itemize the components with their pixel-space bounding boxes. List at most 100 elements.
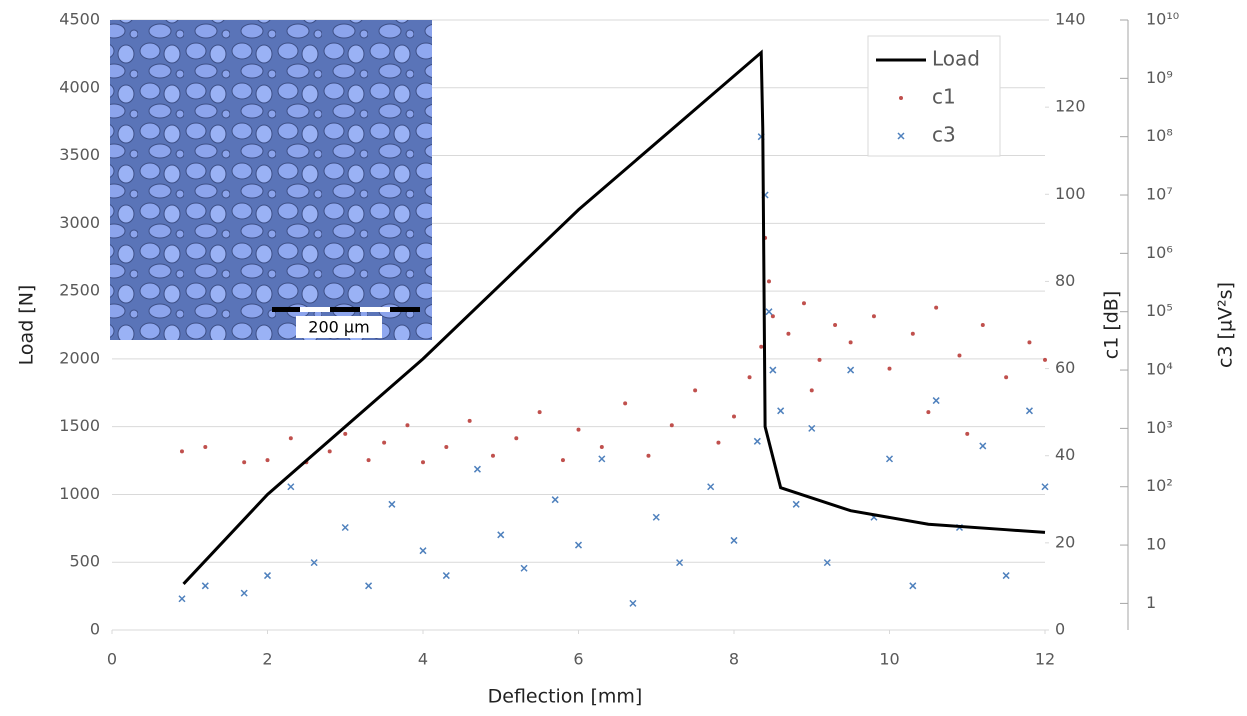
c3-point — [574, 541, 583, 549]
c3-point — [598, 455, 606, 463]
c3-point — [777, 407, 785, 415]
c3-point — [1002, 572, 1010, 580]
x-tick-label: 0 — [107, 650, 117, 669]
c3-point — [263, 572, 272, 580]
c1-point — [848, 340, 853, 345]
c3-point — [287, 483, 295, 491]
y3-tick-label: 10⁹ — [1146, 68, 1173, 87]
x-tick-label: 8 — [729, 650, 739, 669]
c1-point — [980, 323, 985, 327]
inset-image: 200 µm — [110, 20, 432, 340]
y-tick-label: 4500 — [59, 10, 100, 29]
c1-point — [421, 460, 425, 465]
c3-point — [792, 500, 800, 508]
c1-point — [623, 401, 628, 406]
x-tick-label: 4 — [418, 650, 428, 669]
c1-point — [770, 314, 775, 319]
c1-point — [514, 436, 519, 441]
c3-point — [178, 595, 186, 603]
c1-point — [669, 423, 674, 428]
c1-point — [766, 279, 771, 284]
c1-point — [405, 423, 410, 428]
c3-point — [240, 589, 248, 597]
y2-tick-label: 40 — [1055, 445, 1075, 464]
y-tick-label: 0 — [90, 620, 100, 639]
y3-axis-title: c3 [µV²s] — [1215, 282, 1237, 368]
c1-point — [242, 460, 247, 465]
c3-point — [473, 465, 481, 473]
c3-point — [707, 483, 715, 491]
c1-point — [343, 431, 348, 436]
x-tick-label: 12 — [1035, 650, 1055, 669]
c1-point — [537, 410, 542, 415]
c1-point — [759, 344, 764, 349]
c3-point — [932, 397, 940, 405]
c3-point — [847, 366, 855, 374]
legend-label: c3 — [932, 123, 956, 147]
y-tick-label: 1500 — [59, 416, 100, 435]
y2-tick-label: 20 — [1055, 532, 1075, 551]
y3-tick-label: 10² — [1146, 476, 1173, 495]
y3-tick-label: 10¹⁰ — [1146, 10, 1179, 29]
c3-point — [419, 547, 427, 555]
c3-point — [551, 496, 559, 504]
legend: Load c1 c3 — [867, 35, 1001, 157]
x-axis-title: Deflection [mm] — [488, 686, 643, 708]
y2-tick-label: 100 — [1055, 184, 1086, 203]
y-tick-label: 4000 — [59, 77, 100, 96]
c1-point — [576, 427, 581, 432]
y-tick-label: 3000 — [59, 213, 100, 232]
c1-point — [965, 431, 970, 436]
c1-point — [1004, 375, 1009, 380]
c1-point — [957, 353, 962, 358]
y3-tick-label: 10⁵ — [1146, 301, 1173, 320]
c1-point — [646, 453, 651, 458]
c1-point — [179, 449, 184, 454]
c1-point — [1027, 340, 1032, 345]
c1-point — [490, 453, 495, 458]
legend-swatch — [897, 132, 905, 140]
c1-point — [444, 445, 449, 449]
y3-tick-label: 10⁸ — [1146, 126, 1173, 145]
c1-point — [817, 357, 822, 362]
c1-point — [934, 305, 939, 310]
scale-label-bg — [296, 316, 382, 338]
c3-point — [388, 500, 396, 508]
c1-point — [801, 301, 806, 306]
y2-tick-label: 140 — [1055, 10, 1086, 29]
c1-point — [887, 366, 892, 371]
c1-point — [693, 388, 698, 393]
y-tick-label: 2000 — [59, 348, 100, 367]
c1-point — [833, 323, 838, 327]
y-axis-title: Load [N] — [16, 285, 38, 366]
y3-tick-label: 10⁶ — [1146, 243, 1173, 262]
y2-tick-label: 60 — [1055, 358, 1075, 377]
c1-point — [910, 331, 915, 336]
c1-point — [599, 445, 604, 449]
c3-point — [1041, 483, 1049, 491]
c1-point — [732, 414, 736, 419]
y2-tick-label: 0 — [1055, 620, 1065, 639]
y2-tick-label: 80 — [1055, 271, 1075, 290]
y3-tick-label: 10³ — [1146, 418, 1173, 437]
c1-point — [716, 440, 721, 445]
micrograph — [110, 20, 432, 340]
c3-point — [365, 582, 373, 590]
c1-point — [288, 436, 293, 441]
y3-tick-label: 1 — [1146, 593, 1156, 612]
y3-tick-label: 10⁴ — [1146, 360, 1173, 379]
c3-point — [909, 582, 917, 590]
x-tick-label: 10 — [879, 650, 899, 669]
c3-point — [885, 455, 894, 463]
c3-point — [310, 559, 318, 567]
c1-point — [382, 440, 387, 445]
x-tick-label: 2 — [262, 650, 272, 669]
c1-point — [467, 418, 472, 423]
c3-point — [979, 442, 987, 450]
y-tick-label: 2500 — [59, 281, 100, 300]
scale-label: 200 µm — [308, 318, 369, 337]
c3-point — [823, 559, 831, 567]
c1-point — [327, 449, 332, 454]
c3-point — [497, 531, 505, 539]
